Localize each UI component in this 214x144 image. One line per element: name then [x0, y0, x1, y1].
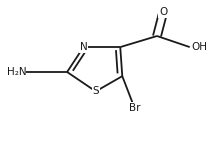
Text: S: S [92, 86, 99, 96]
Text: N: N [80, 42, 87, 52]
Text: O: O [159, 7, 167, 17]
Text: Br: Br [129, 103, 140, 113]
Text: OH: OH [192, 42, 208, 52]
Text: H₂N: H₂N [7, 67, 26, 77]
